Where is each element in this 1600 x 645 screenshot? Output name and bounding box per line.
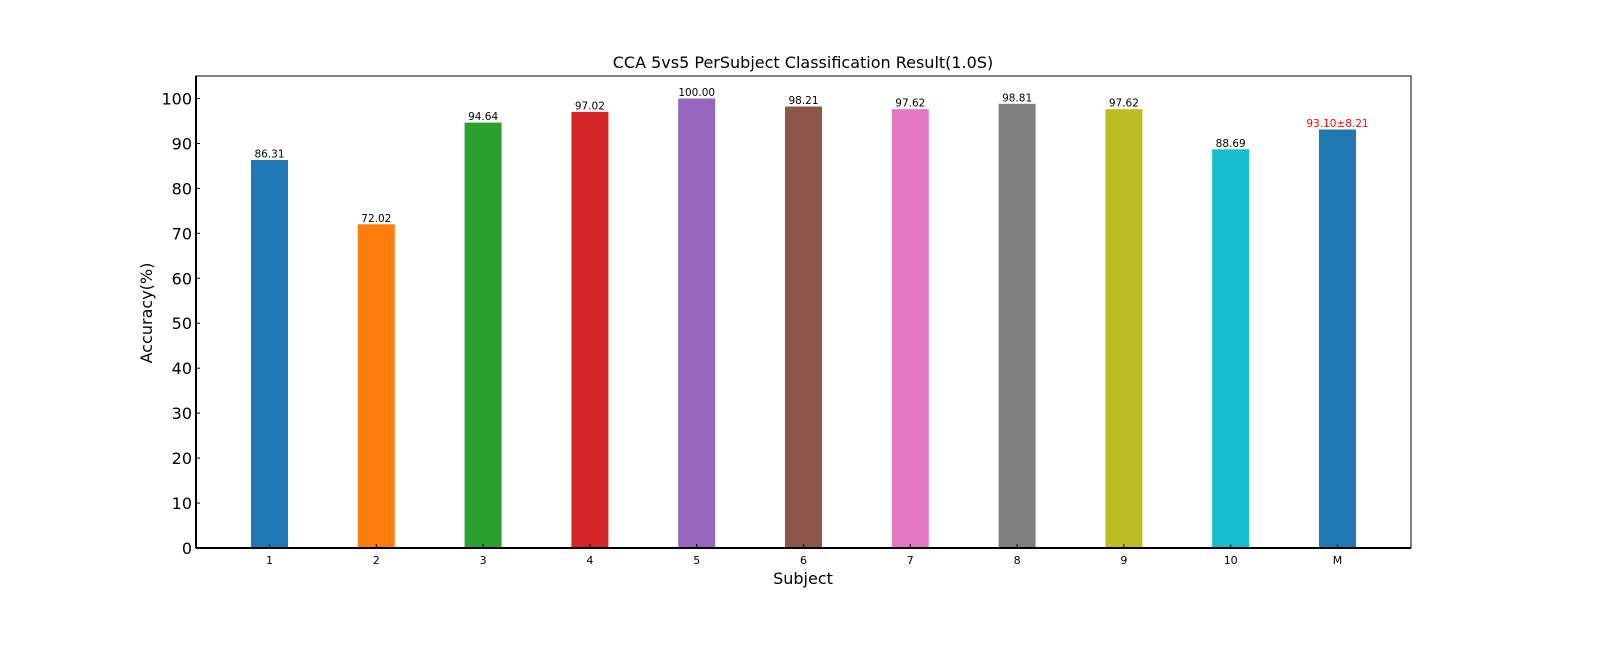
y-tick-label: 40: [172, 359, 192, 378]
bar-value-label: 94.64: [468, 111, 498, 123]
bar-value-label: 93.10±8.21: [1306, 118, 1368, 130]
x-tick-label: 5: [693, 554, 700, 567]
bar: [357, 224, 395, 549]
x-tick-label: M: [1333, 554, 1343, 567]
y-tick-label: 60: [172, 269, 192, 288]
bar-value-label: 72.02: [361, 213, 391, 225]
bar: [1212, 149, 1250, 549]
y-tick-label: 50: [172, 314, 192, 333]
bar: [678, 98, 716, 548]
x-axis-label: Subject: [773, 569, 833, 588]
bar-value-label: 97.62: [1109, 98, 1139, 110]
bar-value-label: 100.00: [678, 87, 715, 99]
bar-value-label: 98.81: [1002, 92, 1032, 104]
y-tick-label: 100: [161, 89, 192, 108]
x-tick-label: 8: [1014, 554, 1021, 567]
plot-area: 0 10 20 30 40 50 60 70 80 90 100 86.31 1 72.02 2 94.64 3…: [161, 75, 1412, 567]
y-tick-label: 80: [172, 179, 192, 198]
bar: [464, 122, 502, 548]
x-tick-label: 3: [480, 554, 487, 567]
bar-value-label: 97.62: [895, 98, 925, 110]
x-tick-label: 7: [907, 554, 914, 567]
bar-value-label: 97.02: [575, 100, 605, 112]
bar: [785, 106, 822, 548]
bar: [891, 109, 929, 548]
chart-title: CCA 5vs5 PerSubject Classification Resul…: [613, 53, 994, 72]
bar: [1105, 109, 1143, 548]
y-tick-label: 20: [172, 449, 192, 468]
x-tick-label: 2: [373, 554, 380, 567]
bar-value-label: 86.31: [254, 149, 284, 161]
y-tick-label: 70: [172, 224, 192, 243]
y-axis-label: Accuracy(%): [137, 263, 156, 364]
y-tick-label: 10: [172, 494, 192, 513]
y-tick-label: 30: [172, 404, 192, 423]
x-tick-label: 1: [266, 554, 273, 567]
bar-value-label: 98.21: [788, 95, 818, 107]
bar-value-label: 88.69: [1216, 138, 1246, 150]
bar: [251, 160, 288, 549]
x-tick-label: 9: [1120, 554, 1127, 567]
x-tick-label: 4: [586, 554, 593, 567]
x-tick-label: 6: [800, 554, 807, 567]
x-tick-label: 10: [1224, 554, 1238, 567]
bar: [998, 103, 1036, 548]
bar: [1319, 129, 1356, 548]
y-tick-label: 90: [172, 134, 192, 153]
bar: [571, 111, 609, 548]
y-tick-label: 0: [182, 539, 192, 558]
